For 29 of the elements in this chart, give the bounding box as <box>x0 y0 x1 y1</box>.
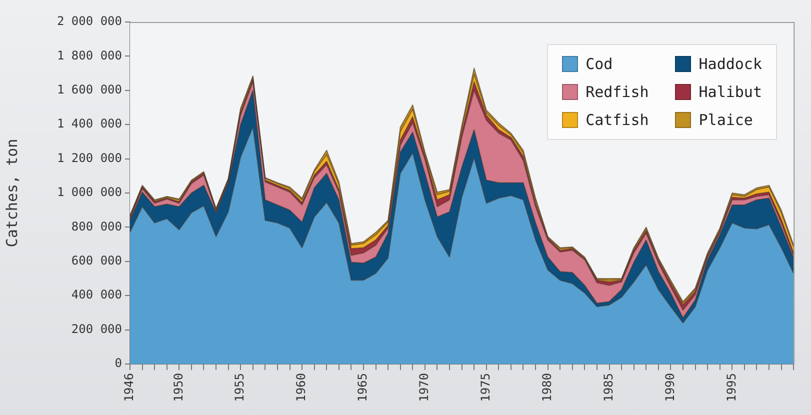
y-tick-label: 1 400 000 <box>56 116 122 131</box>
y-tick-label: 600 000 <box>71 254 122 268</box>
x-tick-label: 1970 <box>417 373 432 402</box>
x-tick-label: 1965 <box>356 373 370 402</box>
x-tick-label: 1955 <box>232 373 247 402</box>
y-tick-label: 200 000 <box>71 322 122 336</box>
x-tick-label: 1950 <box>171 373 186 402</box>
y-tick-label: 1 200 000 <box>56 150 122 165</box>
legend-label: Halibut <box>698 83 762 101</box>
x-tick-label: 1975 <box>478 373 493 402</box>
y-tick-label: 400 000 <box>71 288 122 302</box>
x-tick-label: 1946 <box>122 373 136 402</box>
y-axis-title: Catches, ton <box>2 138 21 248</box>
x-tick-label: 1985 <box>601 373 616 402</box>
x-tick-label: 1980 <box>540 373 554 402</box>
y-tick-label: 1 800 000 <box>56 48 122 62</box>
x-tick-label: 1960 <box>294 373 308 402</box>
legend-label: Cod <box>586 55 613 73</box>
legend-label: Redfish <box>586 83 649 101</box>
y-tick-label: 800 000 <box>71 219 122 234</box>
legend-label: Haddock <box>698 55 762 73</box>
y-tick-label: 1 000 000 <box>56 185 122 200</box>
legend-label: Catfish <box>586 111 649 129</box>
y-tick-label: 2 000 000 <box>56 14 122 28</box>
x-tick-label: 1995 <box>724 373 738 402</box>
legend-label: Plaice <box>698 111 753 129</box>
x-tick-label: 1990 <box>662 373 677 402</box>
y-tick-label: 1 600 000 <box>56 82 122 97</box>
y-tick-label: 0 <box>114 356 122 370</box>
